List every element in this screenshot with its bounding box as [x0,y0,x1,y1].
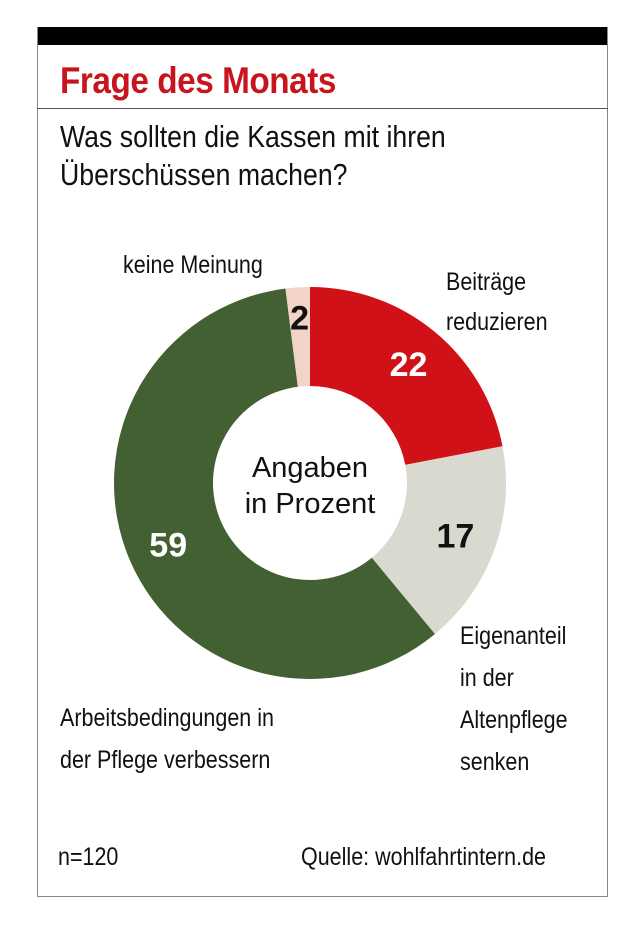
title-divider [37,108,608,109]
label-beitraege-line-1: Beiträge [446,268,527,296]
label-eigenanteil-line-3: Altenpflege [460,706,568,734]
donut-slice-2 [113,288,435,680]
donut-value-label-1: 17 [436,517,474,555]
chart-question: Was sollten die Kassen mit ihren Übersch… [60,118,446,194]
sample-size: n=120 [58,843,119,871]
center-label-line-1: Angaben [252,452,368,484]
donut-slice-1 [371,446,506,635]
label-beitraege: Beiträge reduzieren [446,262,548,342]
label-arbeitsbedingungen-line-1: Arbeitsbedingungen in [60,704,274,732]
label-arbeitsbedingungen: Arbeitsbedingungen in der Pflege verbess… [60,697,274,781]
donut-slice-0 [310,287,503,465]
donut-slice-3 [285,287,310,387]
source-note: Quelle: wohlfahrtintern.de [301,843,547,871]
donut-value-label-2: 59 [149,526,187,564]
label-eigenanteil-line-2: in der [460,664,514,692]
label-beitraege-line-2: reduzieren [446,308,548,336]
infographic-frame [37,27,608,897]
donut-value-label-3: 2 [290,299,309,337]
top-bar [37,27,608,45]
donut-value-label-0: 22 [390,346,428,384]
label-arbeitsbedingungen-line-2: der Pflege verbessern [60,746,271,774]
question-line-2: Überschüssen machen? [60,157,348,192]
label-eigenanteil: Eigenanteil in der Altenpflege senken [460,615,568,783]
label-eigenanteil-line-4: senken [460,748,530,776]
center-label-line-2: in Prozent [245,488,376,520]
label-keine-meinung: keine Meinung [123,251,263,279]
label-eigenanteil-line-1: Eigenanteil [460,622,567,650]
question-line-1: Was sollten die Kassen mit ihren [60,119,446,154]
chart-title: Frage des Monats [60,60,336,101]
